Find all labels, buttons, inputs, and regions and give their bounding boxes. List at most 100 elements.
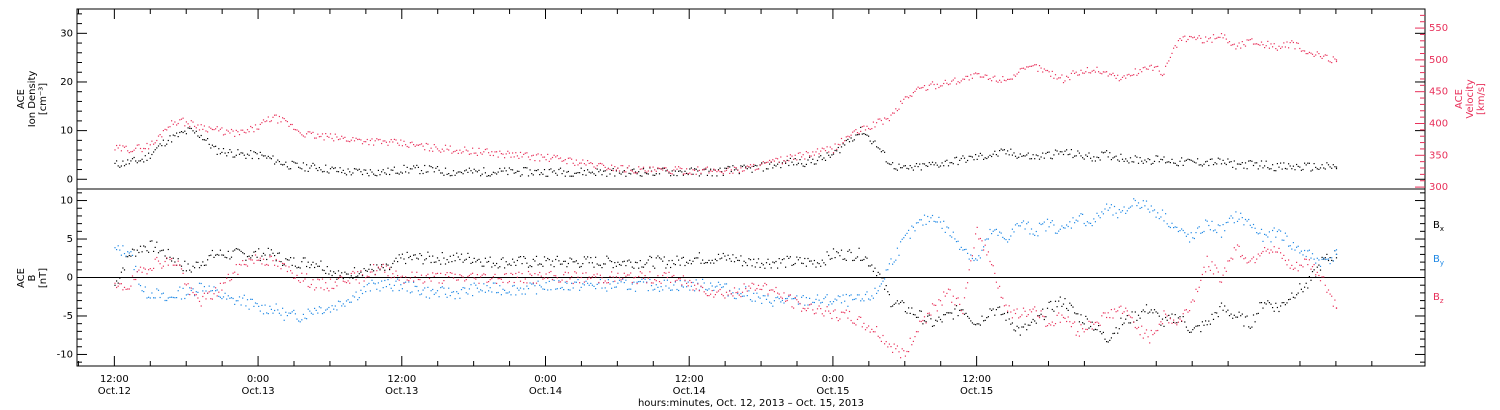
velocity-series-point — [122, 145, 124, 147]
by-series-point — [1070, 227, 1072, 229]
bz-series-point — [1121, 312, 1124, 314]
bz-series-point — [1126, 310, 1128, 312]
bx-series-point — [1211, 313, 1213, 315]
bz-series-point — [1286, 264, 1288, 266]
bx-series-point — [529, 265, 531, 267]
bz-series-point — [176, 264, 178, 266]
by-series-point — [809, 297, 811, 299]
velocity-series-point — [713, 168, 715, 170]
by-series-point — [678, 289, 680, 292]
velocity-series-point — [829, 146, 831, 148]
density-series-point — [430, 166, 432, 168]
bx-series-point — [959, 309, 961, 311]
by-series-point — [823, 298, 825, 300]
bx-series-point — [508, 263, 510, 265]
bx-series-point — [1126, 315, 1128, 317]
by-series-point — [935, 221, 937, 223]
density-series-point — [1134, 155, 1136, 157]
density-series-point — [1030, 158, 1033, 160]
bx-series-point — [887, 291, 889, 293]
bz-series-point — [326, 287, 328, 289]
bx-series-point — [639, 260, 641, 262]
bz-series-point — [660, 282, 662, 284]
density-series-point — [1161, 159, 1164, 161]
by-series-point — [751, 300, 753, 302]
bz-series-point — [1029, 309, 1031, 311]
bz-series-point — [325, 282, 327, 284]
velocity-series-point — [793, 158, 795, 160]
by-series-point — [1008, 238, 1010, 241]
bz-series-point — [237, 273, 239, 275]
velocity-series-point — [1259, 44, 1261, 46]
density-series-point — [1118, 160, 1120, 162]
bx-series-point — [821, 259, 823, 261]
velocity-series-point — [1283, 42, 1285, 44]
by-series-point — [783, 302, 785, 304]
bz-series-point — [222, 282, 225, 284]
density-series-point — [1059, 151, 1061, 153]
velocity-series-point — [413, 144, 415, 146]
bx-series-point — [1093, 329, 1095, 331]
bz-series-point — [772, 289, 774, 291]
density-series-point — [459, 171, 461, 173]
velocity-series-point — [1217, 36, 1219, 38]
bx-series-point — [662, 260, 664, 262]
density-series-point — [246, 153, 249, 155]
bx-series-point — [575, 260, 577, 262]
by-series-point — [197, 291, 199, 293]
by-series-point — [583, 284, 585, 286]
bx-series-point — [618, 263, 621, 266]
bx-series-point — [566, 266, 568, 268]
bz-series-point — [262, 258, 265, 260]
bz-series-point — [979, 237, 981, 240]
bx-series-point — [1053, 310, 1055, 312]
bx-series-point — [499, 266, 501, 268]
bx-series-point — [156, 241, 158, 243]
by-series-point — [363, 286, 365, 288]
bz-series-point — [628, 274, 630, 276]
velocity-series-point — [1236, 45, 1239, 47]
bz-series-point — [868, 325, 870, 327]
bx-series-point — [769, 263, 771, 265]
bx-series-point — [968, 317, 970, 319]
bz-series-point — [1030, 311, 1033, 313]
by-series-point — [681, 285, 683, 287]
bz-series-point — [545, 273, 547, 275]
density-series-point — [1315, 166, 1317, 168]
density-series-point — [1284, 167, 1286, 170]
velocity-series-point — [1150, 64, 1152, 66]
density-series-point — [1147, 158, 1149, 160]
density-series-point — [1323, 167, 1325, 169]
density-series-point — [468, 167, 470, 169]
bx-series-point — [1050, 300, 1052, 303]
velocity-series-point — [1189, 35, 1191, 38]
bz-series-point — [182, 272, 184, 274]
density-series-point — [529, 169, 531, 171]
density-series-point — [1227, 158, 1229, 160]
velocity-series-point — [834, 143, 836, 145]
bz-series-point — [269, 256, 271, 258]
velocity-series-point — [1326, 54, 1328, 56]
bz-series-point — [462, 276, 464, 278]
velocity-series-point — [1257, 43, 1259, 46]
velocity-series-point — [816, 148, 819, 150]
bz-series-point — [382, 263, 384, 265]
bz-series-point — [1002, 297, 1004, 299]
by-series-point — [922, 224, 924, 226]
by-series-point — [999, 231, 1001, 233]
density-series-point — [1026, 154, 1028, 156]
velocity-series-point — [821, 147, 823, 149]
velocity-series-point — [516, 155, 518, 157]
bz-series-point — [1283, 254, 1285, 256]
velocity-series-point — [1173, 47, 1175, 49]
velocity-series-point — [333, 140, 335, 142]
velocity-series-point — [880, 119, 882, 122]
by-series-point — [210, 290, 212, 292]
bx-series-point — [222, 254, 225, 256]
bx-series-point — [892, 305, 894, 307]
velocity-series-point — [663, 167, 665, 169]
bz-series-point — [802, 307, 804, 309]
bx-series-point — [995, 309, 997, 311]
velocity-series-point — [1262, 44, 1264, 46]
velocity-series-point — [837, 143, 839, 145]
